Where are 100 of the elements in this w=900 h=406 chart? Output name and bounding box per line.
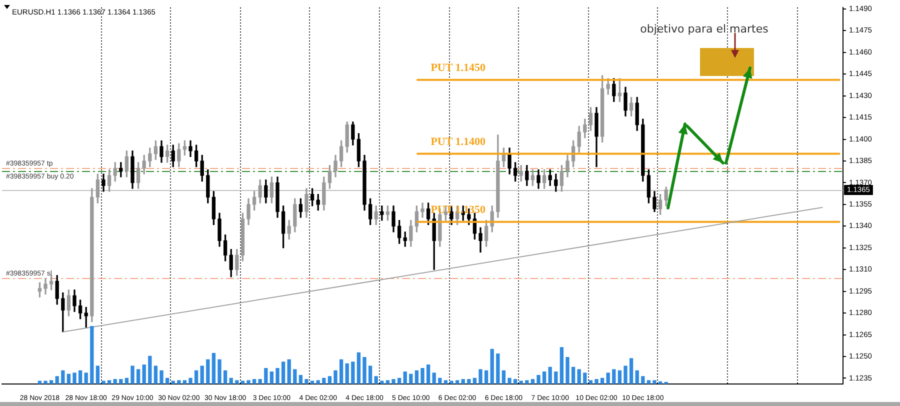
bar [61,370,65,384]
bar [542,371,546,384]
bar [508,378,512,384]
bar [641,376,645,384]
bar [130,366,134,384]
bar [287,359,291,384]
bar [351,362,355,384]
bar [624,366,628,384]
bar [560,347,564,384]
bar [414,370,419,384]
bar [113,379,117,384]
annotation: objetivo para el martes [640,22,769,36]
bar [612,369,616,384]
series-label: PUT 1.1450 [430,62,486,74]
bar [530,379,535,384]
bar [177,380,181,384]
bar [566,356,570,384]
bar [107,380,112,384]
bar [426,364,430,384]
bar [148,356,152,384]
series-label: PUT 1.1400 [430,136,486,148]
bar [652,380,656,384]
bar [102,380,106,384]
bar [594,379,598,384]
bar [136,369,140,384]
bar [432,372,436,384]
bar [235,380,239,384]
bar [438,378,442,384]
bar [525,380,529,384]
bar [154,366,158,384]
bar [548,366,552,384]
bar [588,380,593,384]
bar [293,369,297,384]
bar [328,376,332,384]
bar [646,380,651,384]
bar [84,372,88,384]
bar [339,359,344,384]
bar [356,352,361,384]
bar [229,378,233,384]
bar [409,374,413,384]
bar [484,370,488,384]
bar [182,380,187,384]
bar [374,376,378,384]
bar [72,372,76,384]
bar [304,379,308,384]
bar [119,379,123,384]
bar [165,378,170,384]
bar [403,371,407,384]
bar [362,356,366,384]
bar [212,352,216,384]
bar [386,380,390,384]
bar [536,374,540,384]
bar [629,358,634,384]
bar [571,366,576,384]
bar [200,366,204,384]
bar [66,374,71,384]
bar [96,366,100,384]
bar [600,378,604,384]
bar [368,366,372,384]
bar [218,359,222,384]
bar [583,372,587,384]
bar [55,376,59,384]
bar [223,370,228,384]
bar [316,380,320,384]
bar [252,379,256,384]
bar [444,380,448,384]
bar [513,379,518,384]
bar [78,370,82,384]
bar [496,354,500,384]
bar [461,379,465,384]
bar [160,370,164,384]
bar [246,380,250,384]
bar [49,380,54,384]
bar [455,380,460,384]
bar [472,378,477,384]
bar [270,371,274,384]
bar [467,379,471,384]
bar [577,369,581,384]
bar [420,368,424,384]
bar [258,379,262,384]
bar [276,368,280,384]
bar [124,378,129,384]
bar [635,370,639,384]
bar [618,370,622,384]
bar [397,378,402,384]
bar [334,370,338,384]
bar [206,359,210,384]
bar [502,370,506,384]
bar [490,348,494,384]
bar [322,378,326,384]
bar [298,374,303,384]
bar [281,362,286,384]
bar [392,379,396,384]
bar [142,364,146,384]
bar [44,380,48,384]
bar [554,371,558,384]
bar [264,368,268,384]
bar [345,363,349,384]
bar [478,369,482,384]
bar [658,381,662,384]
